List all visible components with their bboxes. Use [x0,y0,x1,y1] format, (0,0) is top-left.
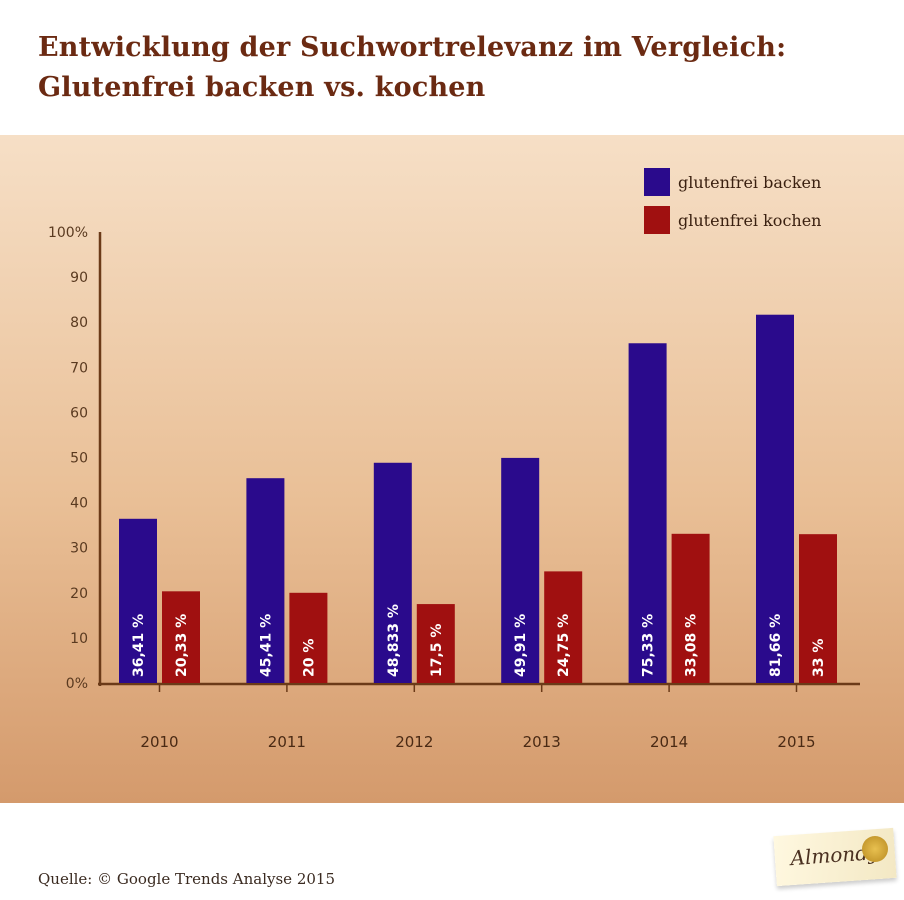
title-line-1: Entwicklung der Suchwortrelevanz im Verg… [38,32,787,63]
legend-label: glutenfrei kochen [678,211,821,230]
y-tick-label: 60 [70,405,88,421]
data-label: 49,91 % [513,614,529,677]
y-tick-label: 50 [70,451,88,467]
legend-swatch [644,168,670,196]
data-label: 20 % [301,639,317,677]
data-label: 48,833 % [386,604,402,677]
bar-backen [119,518,157,683]
bar-kochen [544,571,583,683]
bar-backen [246,478,285,683]
bar-kochen [799,534,837,683]
y-tick-label: 10 [70,631,88,647]
bar-backen [373,462,412,683]
data-label: 75,33 % [641,614,657,677]
x-tick-label: 2012 [395,733,433,751]
legend-label: glutenfrei backen [678,173,821,192]
bar-backen [628,343,667,683]
legend-swatch [644,206,670,234]
x-tick-label: 2014 [650,733,688,751]
bar-kochen [416,604,455,683]
y-tick-label: 100% [48,225,88,241]
y-tick-label: 70 [70,360,88,376]
y-tick-label: 30 [70,541,88,557]
chart-panel [0,135,904,803]
y-tick-label: 20 [70,586,88,602]
data-label: 81,66 % [768,614,784,677]
x-tick-label: 2015 [777,733,815,751]
data-label: 33,08 % [684,614,700,677]
x-tick-label: 2011 [268,733,306,751]
chart-title: Entwicklung der Suchwortrelevanz im Verg… [38,28,786,108]
x-tick-label: 2013 [523,733,561,751]
bar-backen [756,314,794,683]
bar-kochen [671,533,710,683]
y-tick-label: 0% [66,676,88,692]
data-label: 20,33 % [174,614,190,677]
data-label: 33 % [811,639,827,677]
x-tick-label: 2010 [140,733,178,751]
source-note: Quelle: © Google Trends Analyse 2015 [38,870,335,888]
bar-backen [501,457,540,683]
y-tick-label: 40 [70,496,88,512]
data-label: 36,41 % [131,614,147,677]
bar-kochen [162,591,200,683]
title-line-2: Glutenfrei backen vs. kochen [38,72,486,103]
data-label: 45,41 % [258,614,274,677]
bar-kochen [289,592,328,683]
logo-seal-icon [862,836,888,862]
data-label: 24,75 % [556,614,572,677]
y-tick-label: 90 [70,270,88,286]
y-tick-label: 80 [70,315,88,331]
data-label: 17,5 % [429,624,445,677]
